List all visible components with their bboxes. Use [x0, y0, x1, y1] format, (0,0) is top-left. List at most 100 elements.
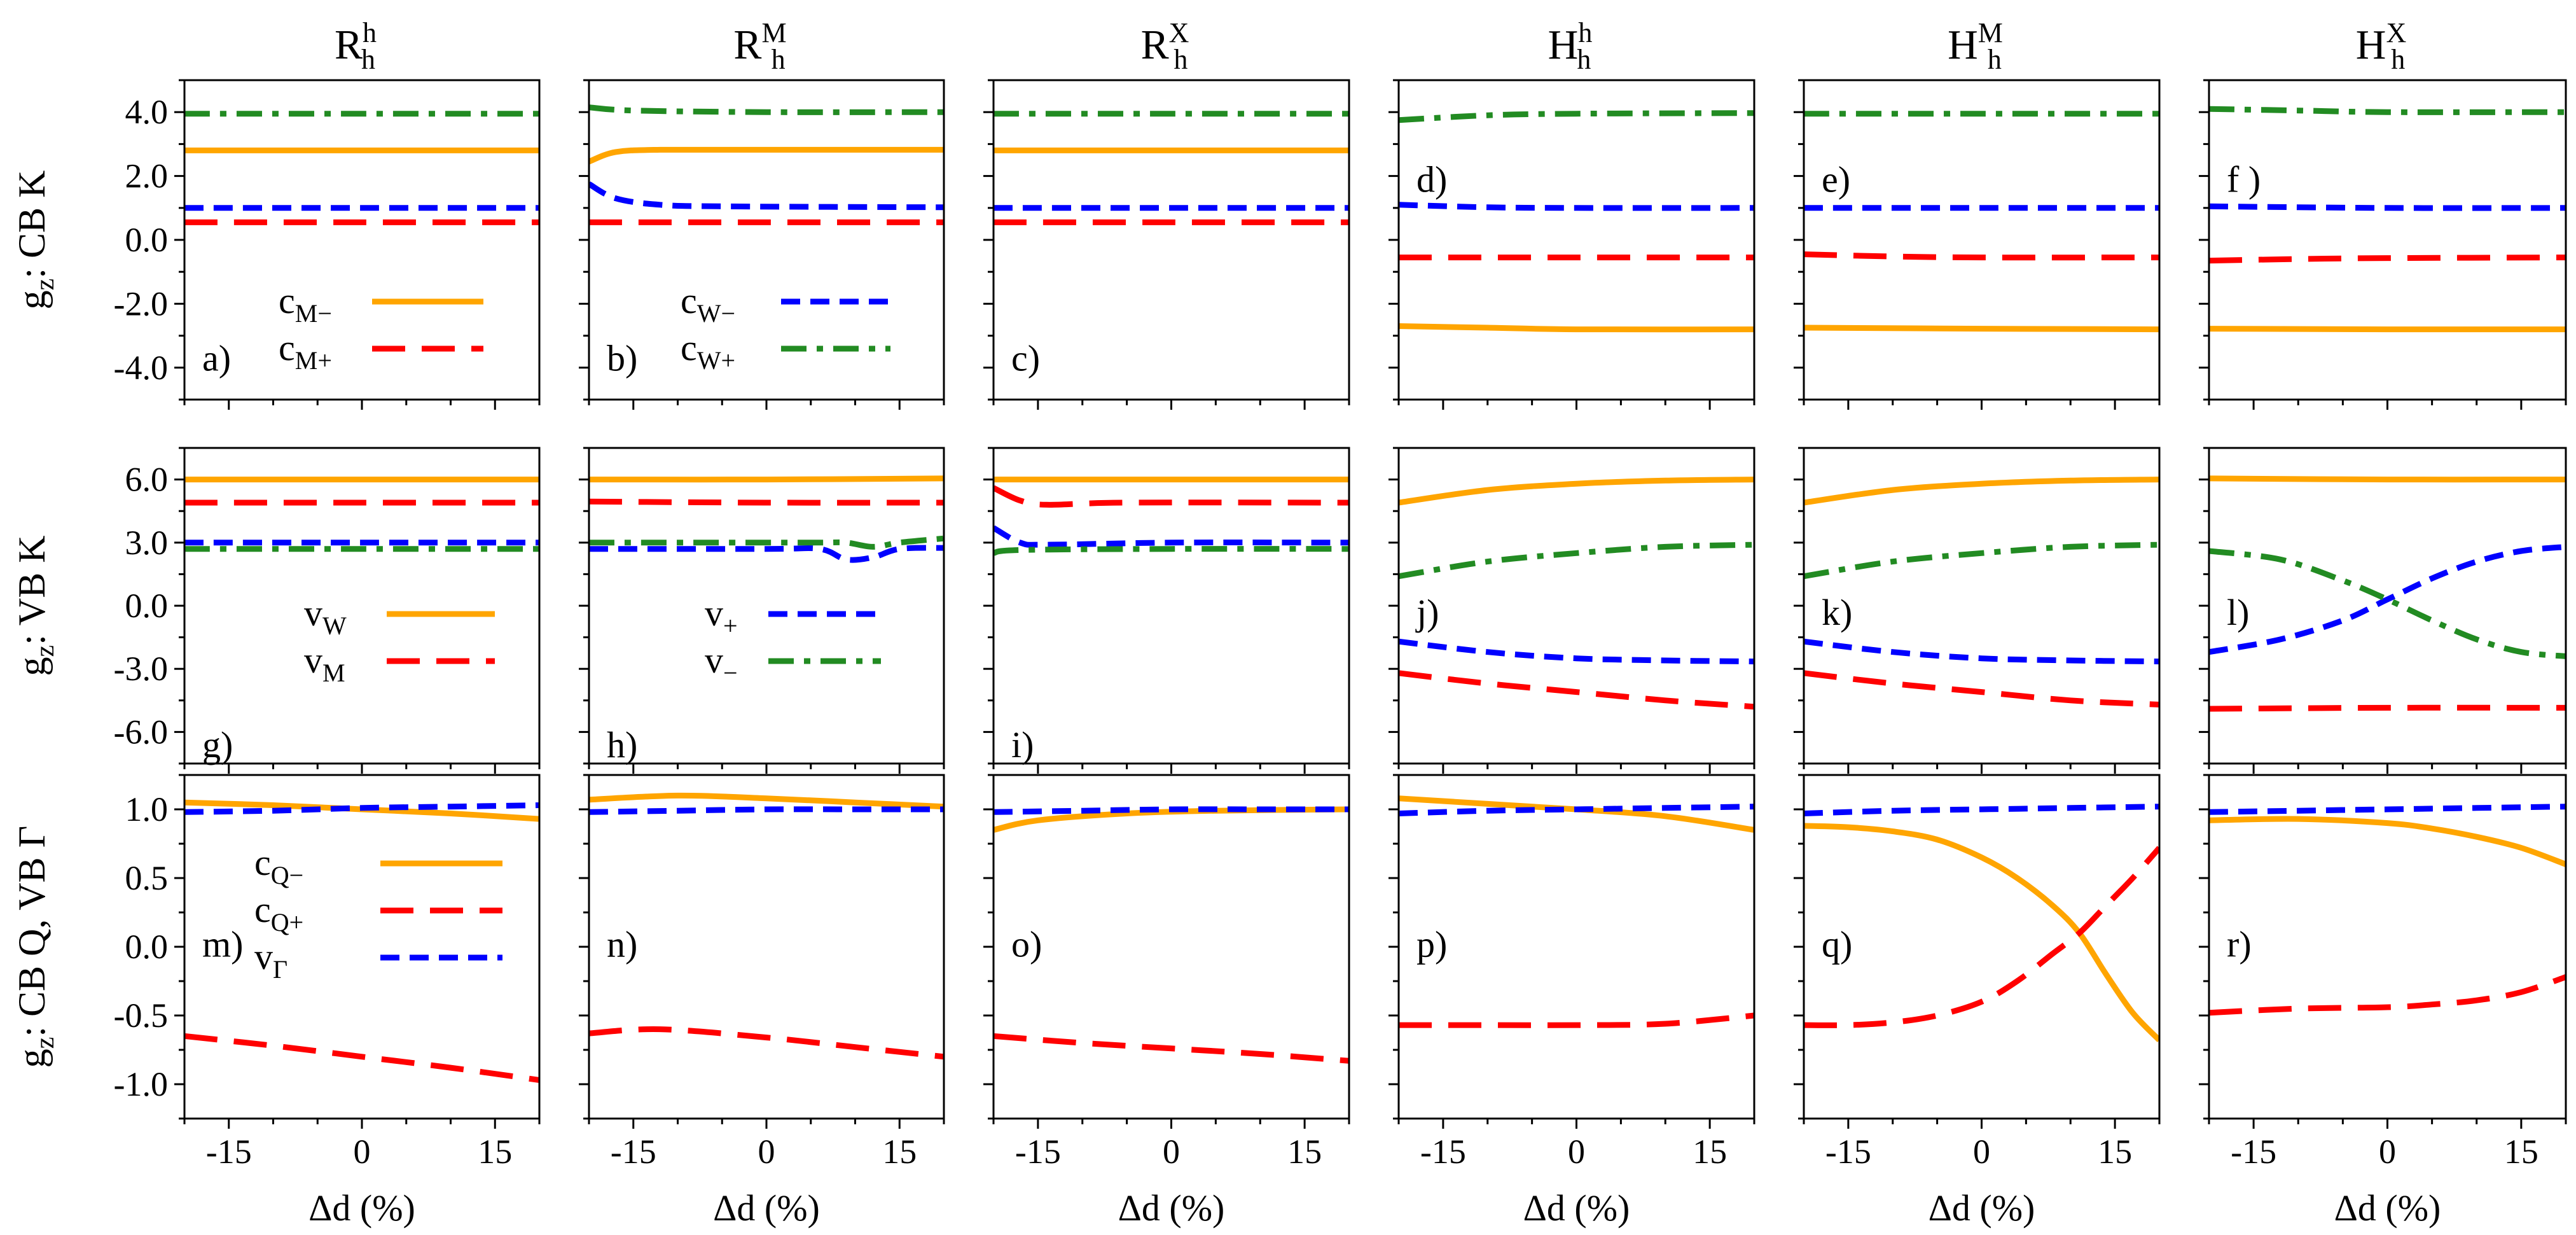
- legend: v+v−: [705, 592, 881, 687]
- panel-q: -15 0 15 Δd (%) q): [1794, 774, 2161, 1229]
- x-tick-label: -15: [1420, 1133, 1466, 1171]
- x-axis-label: Δd (%): [713, 1187, 820, 1229]
- series-line: [589, 1026, 944, 1060]
- legend-label: cM−: [279, 280, 332, 328]
- panel-k: k): [1794, 447, 2161, 774]
- legend-label: cM+: [279, 327, 332, 375]
- axes-frame: [588, 447, 945, 765]
- x-axis-label: Δd (%): [1523, 1187, 1630, 1229]
- column-title: RM h: [733, 17, 786, 75]
- series-line: [1399, 1012, 1754, 1028]
- y-tick-label: -3.0: [114, 650, 168, 688]
- panel-label: b): [607, 338, 637, 379]
- column-title: Hh h: [1548, 17, 1593, 75]
- series-line: [2209, 326, 2566, 333]
- legend-label: vΓ: [254, 936, 287, 984]
- x-tick-label: 15: [1693, 1133, 1727, 1171]
- y-tick-label: 1.0: [125, 790, 169, 828]
- x-axis-label: Δd (%): [1118, 1187, 1225, 1229]
- series-line: [589, 475, 944, 483]
- x-tick-label: 15: [2504, 1133, 2538, 1171]
- series-line: [994, 485, 1349, 508]
- series-line: [1399, 202, 1754, 211]
- x-tick-label: -15: [206, 1133, 252, 1171]
- series-line: [1399, 670, 1754, 710]
- x-axis-label: Δd (%): [1929, 1187, 2035, 1229]
- series-line: [2209, 106, 2566, 115]
- legend-label: cW+: [681, 327, 735, 375]
- series-line: [1804, 251, 2159, 261]
- x-tick-label: 0: [1973, 1133, 1990, 1171]
- panel-j: j): [1388, 447, 1755, 774]
- panel-label: a): [202, 338, 231, 379]
- panel-h: h): [579, 447, 945, 774]
- y-axis-label: gz: CB Q, VB Γ: [11, 826, 60, 1068]
- series-line: [1804, 670, 2159, 708]
- panel-a: 4.0 2.0 0.0 -2.0 -4.0 a): [114, 79, 541, 410]
- panel-label: o): [1011, 924, 1042, 965]
- legend: cQ−cQ+vΓ: [254, 842, 502, 984]
- panel-n: -15 0 15 Δd (%) n): [579, 774, 945, 1229]
- panel-label: n): [607, 924, 637, 965]
- series-line: [1804, 477, 2159, 506]
- series-line: [2209, 475, 2566, 483]
- legend-label: v−: [705, 639, 738, 687]
- series-line: [184, 802, 539, 815]
- panel-l: l): [2199, 447, 2567, 774]
- x-tick-label: 0: [1163, 1133, 1180, 1171]
- axes-frame: [588, 774, 945, 1120]
- axes-frame: [1397, 774, 1755, 1120]
- x-tick-label: 15: [2098, 1133, 2132, 1171]
- y-tick-label: 0.5: [125, 859, 169, 897]
- y-tick-label: -2.0: [114, 284, 168, 323]
- panel-e: e): [1794, 79, 2161, 410]
- series-line: [994, 806, 1349, 833]
- panel-i: i): [983, 447, 1350, 774]
- axes-frame: [183, 79, 541, 401]
- axes-frame: [1397, 79, 1755, 401]
- series-line: [1399, 804, 1754, 816]
- series-line: [589, 104, 944, 115]
- legend-label: v+: [705, 592, 738, 640]
- panel-label: m): [202, 924, 243, 965]
- y-tick-label: 6.0: [125, 461, 169, 499]
- x-tick-label: 15: [1287, 1133, 1322, 1171]
- y-axis-label: gz: VB K: [11, 536, 60, 676]
- panel-label: i): [1011, 724, 1034, 765]
- series-line: [1804, 846, 2159, 1028]
- panel-m: 1.0 0.5 0.0 -0.5 -1.0 -15 0 15 Δd (%) m): [114, 774, 541, 1229]
- series-line: [589, 792, 944, 810]
- series-line: [589, 545, 944, 563]
- series-line: [1399, 795, 1754, 833]
- panel-label: e): [1822, 159, 1850, 200]
- series-line: [589, 535, 944, 550]
- series-line: [1399, 541, 1754, 580]
- series-line: [994, 806, 1349, 815]
- series-line: [2209, 974, 2566, 1016]
- axes-frame: [992, 79, 1350, 401]
- series-line: [994, 546, 1349, 556]
- panel-g: 6.0 3.0 0.0 -3.0 -6.0 g): [114, 447, 541, 774]
- series-line: [1804, 804, 2159, 816]
- series-line: [2209, 804, 2566, 815]
- axes-frame: [1803, 79, 2161, 401]
- x-tick-label: -15: [611, 1133, 656, 1171]
- legend: cW−cW+: [681, 280, 890, 375]
- y-tick-label: 0.0: [125, 587, 169, 625]
- panel-c: c): [983, 79, 1350, 410]
- panel-p: -15 0 15 Δd (%) p): [1388, 774, 1755, 1229]
- x-tick-label: 0: [2379, 1133, 2396, 1171]
- series-line: [184, 1033, 539, 1083]
- series-line: [994, 525, 1349, 548]
- legend: cM−cM+: [279, 280, 483, 375]
- x-tick-label: 15: [478, 1133, 512, 1171]
- x-axis-label: Δd (%): [2334, 1187, 2441, 1229]
- panel-d: d): [1388, 79, 1755, 410]
- y-tick-label: 0.0: [125, 221, 169, 259]
- series-line: [1399, 638, 1754, 665]
- x-tick-label: -15: [1015, 1133, 1061, 1171]
- x-tick-label: -15: [1825, 1133, 1871, 1171]
- axes-frame: [2208, 79, 2567, 401]
- series-line: [1804, 541, 2159, 580]
- series-line: [1399, 477, 1754, 506]
